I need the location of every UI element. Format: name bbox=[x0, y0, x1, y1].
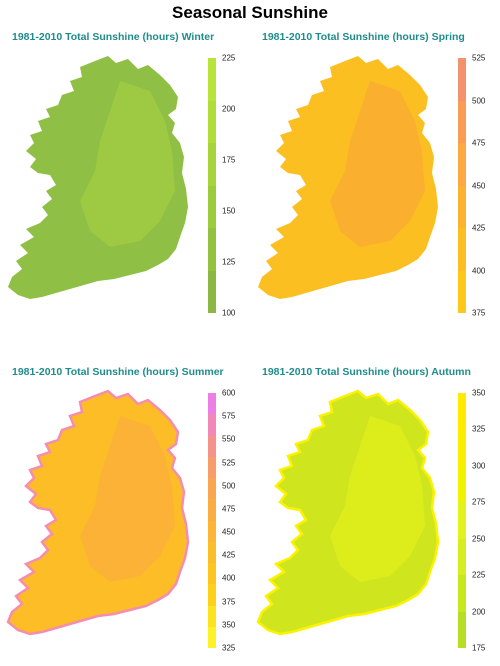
legend-swatch bbox=[458, 538, 466, 576]
legend-swatch bbox=[458, 465, 466, 503]
legend-tick-label: 400 bbox=[472, 266, 486, 275]
legend-swatch bbox=[208, 100, 216, 143]
panel-title-winter: 1981-2010 Total Sunshine (hours) Winter bbox=[12, 31, 215, 43]
legend-tick-label: 600 bbox=[222, 388, 236, 398]
legend-spring: 525 500 475 450 425 400 375 bbox=[458, 52, 498, 319]
legend-swatch bbox=[208, 456, 216, 478]
legend-swatch bbox=[458, 611, 466, 648]
legend-swatch bbox=[458, 270, 466, 313]
legend-tick-label: 450 bbox=[222, 527, 236, 537]
panel-winter: 1981-2010 Total Sunshine (hours) Winter … bbox=[0, 31, 250, 331]
legend-swatch bbox=[458, 228, 466, 271]
legend-swatch bbox=[208, 520, 216, 542]
legend-tick-label: 475 bbox=[472, 138, 486, 148]
legend-tick-label: 100 bbox=[222, 308, 236, 318]
legend-swatch bbox=[208, 605, 216, 627]
legend-tick-label: 225 bbox=[472, 570, 486, 580]
panel-summer: 1981-2010 Total Sunshine (hours) Summer … bbox=[0, 366, 250, 666]
legend-swatch bbox=[458, 575, 466, 612]
legend-tick-label: 525 bbox=[222, 458, 236, 468]
legend-tick-label: 350 bbox=[222, 620, 236, 630]
legend-swatch bbox=[458, 100, 466, 143]
legend-swatch bbox=[208, 393, 216, 415]
main-title: Seasonal Sunshine bbox=[172, 3, 328, 22]
legend-swatch bbox=[208, 228, 216, 271]
panel-title-spring: 1981-2010 Total Sunshine (hours) Spring bbox=[262, 31, 465, 43]
legend-swatch bbox=[208, 414, 216, 436]
legend-swatch bbox=[208, 58, 216, 101]
legend-swatch bbox=[208, 435, 216, 457]
legend-tick-label: 200 bbox=[472, 607, 486, 617]
legend-tick-label: 325 bbox=[472, 424, 486, 434]
legend-tick-label: 475 bbox=[222, 504, 236, 514]
ireland-region-shade-winter bbox=[80, 81, 175, 247]
legend-tick-label: 175 bbox=[472, 643, 486, 653]
ireland-map-summer bbox=[6, 389, 190, 636]
legend-tick-label: 375 bbox=[472, 308, 486, 318]
legend-swatch bbox=[458, 185, 466, 228]
legend-tick-label: 550 bbox=[222, 434, 236, 444]
legend-swatch bbox=[458, 429, 466, 466]
legend-swatch bbox=[208, 541, 216, 563]
legend-tick-label: 425 bbox=[472, 223, 486, 233]
ireland-map-spring bbox=[258, 56, 438, 299]
panel-title-autumn: 1981-2010 Total Sunshine (hours) Autumn bbox=[262, 366, 471, 378]
legend-tick-label: 450 bbox=[472, 181, 486, 190]
ireland-region-shade-autumn bbox=[330, 416, 425, 582]
legend-swatch bbox=[208, 499, 216, 521]
legend-winter: 225 200 175 150 125 100 bbox=[208, 52, 248, 319]
legend-tick-label: 150 bbox=[222, 206, 236, 216]
legend-summer: 600 575 550 525 500 475 450 425 400 375 350 325 bbox=[208, 387, 248, 654]
legend-tick-label: 300 bbox=[472, 461, 486, 471]
legend-tick-label: 525 bbox=[472, 53, 486, 63]
legend-tick-label: 350 bbox=[472, 388, 486, 398]
legend-swatch bbox=[208, 626, 216, 648]
legend-swatch bbox=[458, 393, 466, 430]
legend-tick-label: 400 bbox=[222, 573, 236, 583]
legend-swatch bbox=[208, 143, 216, 186]
legend-bar-autumn bbox=[458, 393, 466, 648]
legend-tick-label: 200 bbox=[222, 104, 236, 114]
legend-bar-winter bbox=[208, 58, 216, 313]
ireland-region-shade-spring bbox=[330, 81, 425, 247]
legend-tick-label: 500 bbox=[472, 96, 486, 105]
legend-tick-label: 325 bbox=[222, 643, 236, 653]
panel-spring: 1981-2010 Total Sunshine (hours) Spring … bbox=[250, 31, 500, 331]
legend-tick-label: 500 bbox=[222, 481, 236, 491]
legend-tick-label: 175 bbox=[222, 155, 236, 165]
legend-swatch bbox=[208, 270, 216, 313]
ireland-map-autumn bbox=[256, 389, 440, 636]
legend-autumn: 350 325 300 275 250 225 200 175 bbox=[458, 387, 498, 654]
panel-title-summer: 1981-2010 Total Sunshine (hours) Summer bbox=[12, 366, 224, 378]
legend-swatch bbox=[208, 478, 216, 500]
legend-bar-spring bbox=[458, 58, 466, 313]
legend-bar-summer bbox=[208, 393, 216, 648]
legend-swatch bbox=[208, 584, 216, 606]
legend-swatch bbox=[458, 502, 466, 539]
legend-swatch bbox=[458, 143, 466, 186]
legend-tick-label: 225 bbox=[222, 53, 236, 63]
legend-tick-label: 275 bbox=[472, 497, 486, 507]
legend-tick-label: 375 bbox=[222, 597, 236, 607]
legend-swatch bbox=[458, 58, 466, 101]
legend-swatch bbox=[208, 185, 216, 228]
legend-tick-label: 250 bbox=[472, 534, 486, 544]
legend-tick-label: 125 bbox=[222, 257, 236, 267]
legend-tick-label: 575 bbox=[222, 411, 236, 421]
panel-autumn: 1981-2010 Total Sunshine (hours) Autumn … bbox=[250, 366, 500, 666]
ireland-region-shade-summer bbox=[80, 416, 175, 582]
legend-tick-label: 425 bbox=[222, 550, 236, 560]
legend-swatch bbox=[208, 563, 216, 585]
ireland-map-winter bbox=[8, 56, 188, 299]
